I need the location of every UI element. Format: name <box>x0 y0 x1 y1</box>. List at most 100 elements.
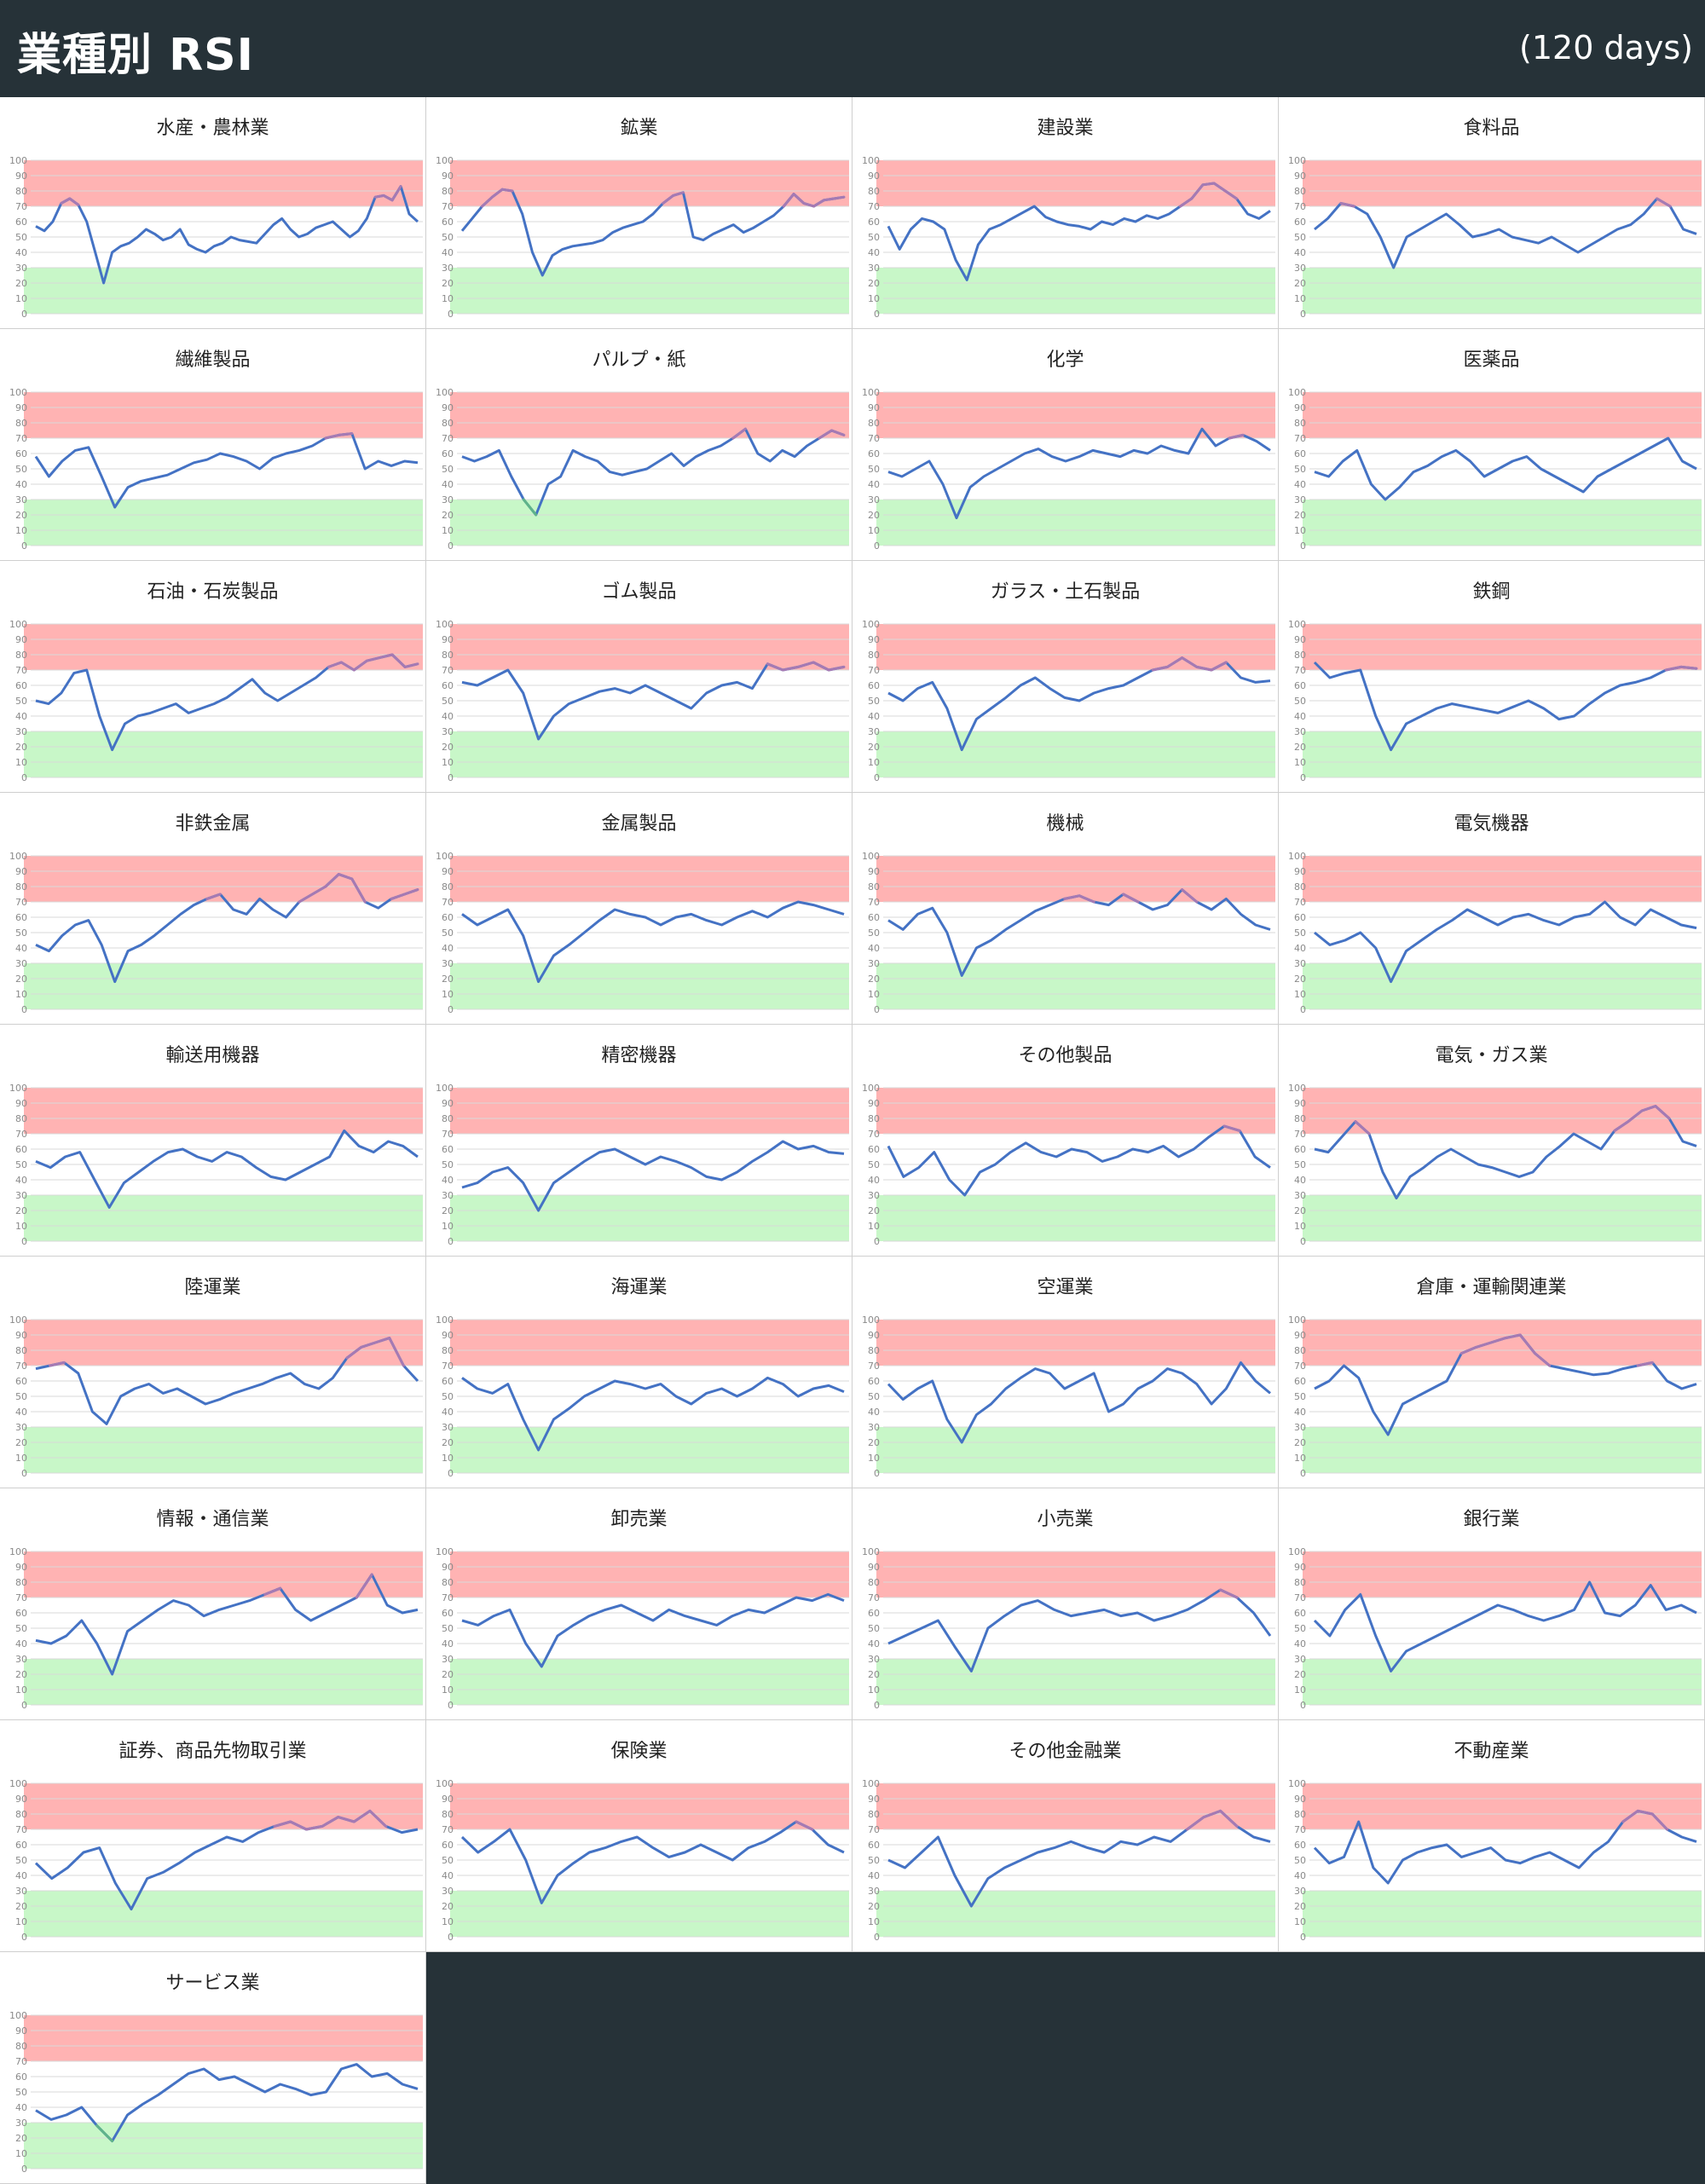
y-tick-label: 40 <box>442 1175 454 1186</box>
rsi-segment <box>373 1337 391 1344</box>
y-tick-label: 70 <box>442 897 454 908</box>
rsi-segment <box>1475 1341 1493 1349</box>
y-tick-label: 50 <box>1294 927 1306 939</box>
y-tick-label: 20 <box>868 1669 880 1680</box>
y-tick-label: 100 <box>436 1546 454 1557</box>
y-tick-label: 60 <box>1294 1840 1306 1851</box>
y-tick-label: 0 <box>874 309 880 320</box>
y-tick-label: 20 <box>1294 1205 1306 1216</box>
y-tick-label: 50 <box>442 464 454 475</box>
y-tick-label: 80 <box>868 186 880 197</box>
y-tick-label: 70 <box>442 433 454 444</box>
y-tick-label: 50 <box>15 232 27 243</box>
rsi-segment <box>390 653 407 668</box>
overbought-band <box>450 1783 849 1829</box>
y-tick-label: 40 <box>15 711 27 722</box>
oversold-band <box>876 1891 1275 1937</box>
rsi-segment <box>818 429 834 440</box>
y-tick-label: 100 <box>862 1314 880 1326</box>
y-tick-label: 40 <box>442 479 454 490</box>
y-tick-label: 10 <box>442 1916 454 1927</box>
y-tick-label: 70 <box>868 665 880 676</box>
y-tick-label: 40 <box>868 1175 880 1186</box>
y-tick-label: 60 <box>868 1608 880 1619</box>
oversold-band <box>24 268 423 314</box>
rsi-segment <box>350 877 367 904</box>
y-tick-label: 60 <box>15 680 27 691</box>
rsi-chart: 0 10 20 30 40 50 60 70 80 90 100 <box>9 387 423 552</box>
oversold-band <box>1303 1659 1702 1705</box>
rsi-line <box>35 1573 419 1676</box>
y-tick-label: 60 <box>1294 1608 1306 1619</box>
y-tick-label: 50 <box>15 1855 27 1866</box>
y-tick-label: 60 <box>1294 1144 1306 1155</box>
y-tick-label: 80 <box>15 1113 27 1124</box>
rsi-panel: 保険業 0 10 20 30 40 50 60 70 80 90 100 <box>426 1720 852 1952</box>
rsi-segment <box>832 195 846 200</box>
rsi-line <box>1313 1580 1697 1673</box>
y-tick-label: 20 <box>442 1205 454 1216</box>
rsi-segment <box>1151 665 1169 672</box>
panel-title: 鉄鋼 <box>1472 581 1511 603</box>
y-tick-label: 60 <box>868 217 880 228</box>
y-tick-label: 100 <box>436 1314 454 1326</box>
rsi-segment <box>1504 1333 1522 1340</box>
y-tick-label: 80 <box>15 1577 27 1588</box>
y-tick-label: 40 <box>442 711 454 722</box>
rsi-panel: 不動産業 0 10 20 30 40 50 60 70 80 90 100 <box>1279 1720 1705 1952</box>
y-tick-label: 70 <box>442 1592 454 1603</box>
rsi-segment <box>1650 1812 1669 1831</box>
rsi-segment <box>1181 888 1199 904</box>
rsi-segment <box>60 197 72 205</box>
y-tick-label: 60 <box>442 1376 454 1387</box>
y-tick-label: 10 <box>442 293 454 304</box>
rsi-segment <box>373 194 385 199</box>
rsi-panel: 金属製品 0 10 20 30 40 50 60 70 80 90 100 <box>426 793 852 1025</box>
y-tick-label: 30 <box>1294 1190 1306 1201</box>
rsi-panel: 水産・農林業 0 10 20 30 40 50 60 70 80 90 100 <box>0 97 426 329</box>
y-tick-label: 80 <box>868 418 880 429</box>
y-tick-label: 100 <box>1288 1778 1306 1789</box>
rsi-chart: 0 10 20 30 40 50 60 70 80 90 100 <box>1288 1778 1702 1943</box>
y-tick-label: 30 <box>15 1886 27 1897</box>
rsi-chart: 0 10 20 30 40 50 60 70 80 90 100 <box>9 619 423 783</box>
rsi-segment <box>1621 1809 1639 1823</box>
y-tick-label: 90 <box>868 402 880 413</box>
y-tick-label: 30 <box>15 2118 27 2129</box>
y-tick-label: 50 <box>1294 1623 1306 1634</box>
oversold-band <box>876 731 1275 777</box>
y-tick-label: 30 <box>868 1654 880 1665</box>
y-tick-label: 70 <box>15 1592 27 1603</box>
y-tick-label: 90 <box>868 866 880 877</box>
rsi-panel: サービス業 0 10 20 30 40 50 60 70 80 90 100 <box>0 1952 426 2184</box>
overbought-band <box>24 2015 423 2061</box>
y-tick-label: 100 <box>9 155 27 166</box>
y-tick-label: 0 <box>21 1004 27 1015</box>
y-tick-label: 0 <box>21 1700 27 1711</box>
rsi-segment <box>500 188 514 193</box>
panel-title: 保険業 <box>610 1741 668 1762</box>
y-tick-label: 90 <box>868 1794 880 1805</box>
y-tick-label: 0 <box>874 1700 880 1711</box>
y-tick-label: 10 <box>1294 989 1306 1000</box>
y-tick-label: 20 <box>15 742 27 753</box>
overbought-band <box>876 1783 1275 1829</box>
rsi-segment <box>1613 1120 1630 1132</box>
rsi-panel: 電気・ガス業 0 10 20 30 40 50 60 70 80 90 100 <box>1279 1025 1705 1257</box>
rsi-segment <box>1339 201 1355 208</box>
y-tick-label: 60 <box>442 1840 454 1851</box>
y-tick-label: 40 <box>442 1638 454 1650</box>
rsi-segment <box>289 1820 308 1831</box>
rsi-chart: 0 10 20 30 40 50 60 70 80 90 100 <box>9 1314 423 1479</box>
y-tick-label: 0 <box>448 1700 454 1711</box>
y-tick-label: 60 <box>15 912 27 923</box>
y-tick-label: 0 <box>1300 1468 1306 1479</box>
rsi-segment <box>1190 183 1205 200</box>
chart-grid: 水産・農林業 0 10 20 30 40 50 60 70 80 90 100 鉱業 0 10 20 30 40 5… <box>0 97 1705 2184</box>
y-tick-label: 90 <box>1294 634 1306 645</box>
y-tick-label: 30 <box>1294 1422 1306 1433</box>
y-tick-label: 100 <box>436 619 454 630</box>
y-tick-label: 30 <box>1294 958 1306 969</box>
y-tick-label: 70 <box>15 1824 27 1835</box>
rsi-segment <box>796 661 815 668</box>
